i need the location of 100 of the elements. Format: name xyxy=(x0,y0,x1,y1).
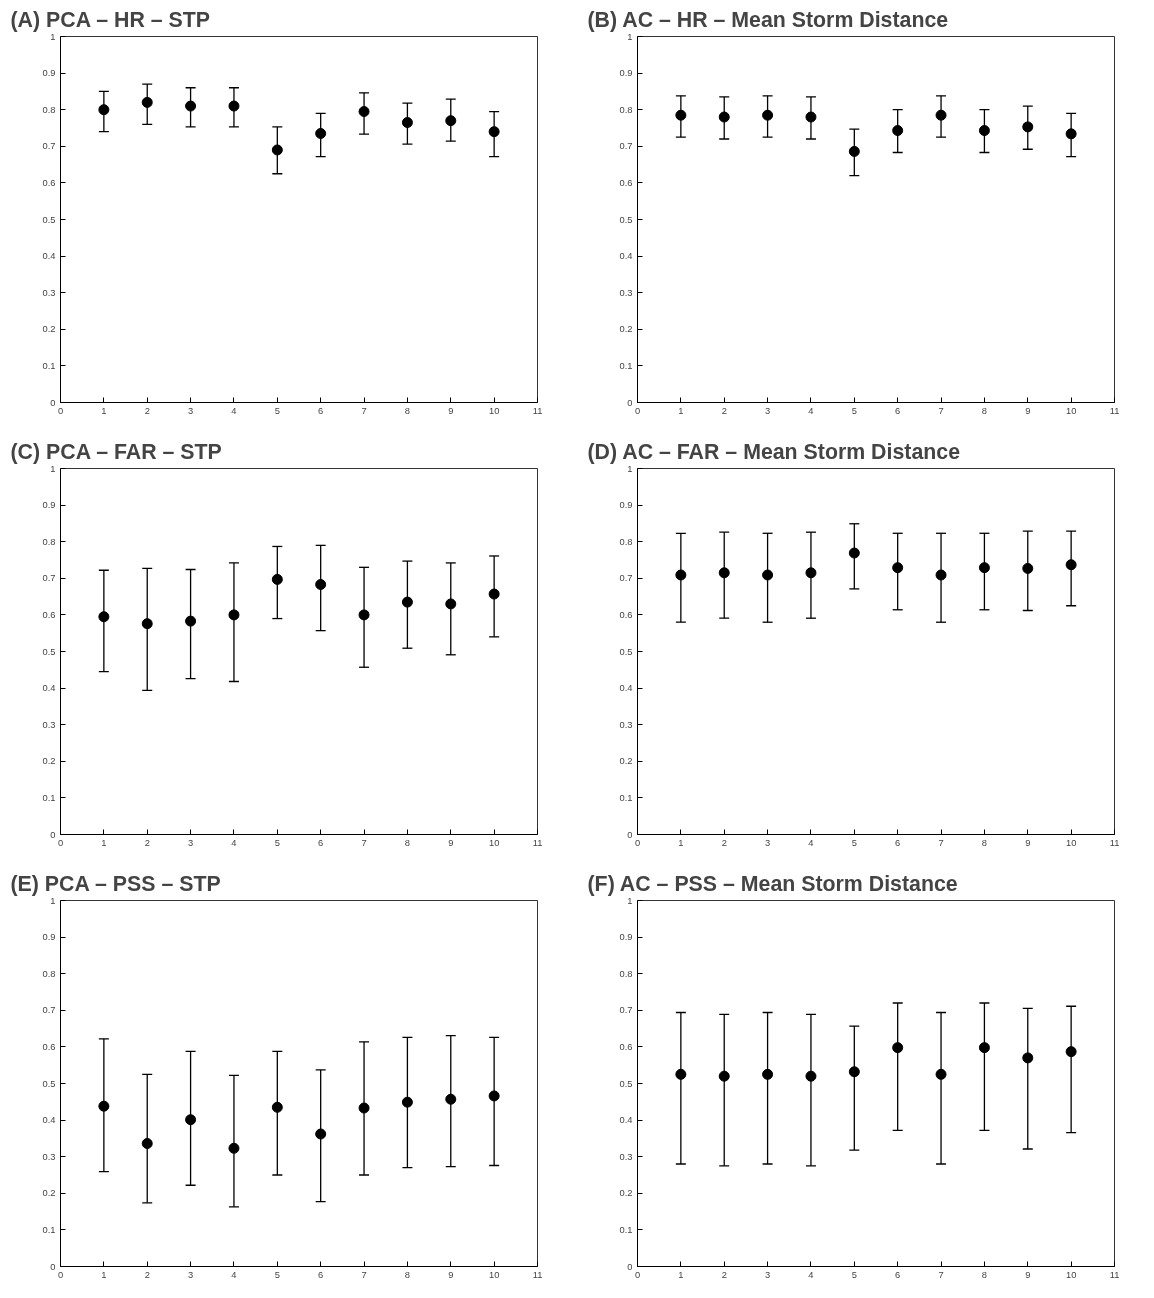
y-tick-label: 0.1 xyxy=(619,360,633,371)
chart-title: (D) AC – FAR – Mean Storm Distance xyxy=(587,439,961,464)
x-tick-label: 3 xyxy=(765,1269,771,1280)
x-tick-label: 0 xyxy=(57,405,64,416)
y-tick-label: 1 xyxy=(50,463,56,474)
y-tick-label: 0.7 xyxy=(619,141,633,152)
x-tick-label: 9 xyxy=(448,405,454,416)
x-tick-label: 9 xyxy=(1025,405,1031,416)
y-tick-label: 0.3 xyxy=(619,1151,633,1162)
y-tick-label: 0.7 xyxy=(42,1005,56,1016)
y-tick-label: 0.5 xyxy=(42,646,56,657)
y-tick-label: 0.2 xyxy=(42,324,56,335)
x-tick-label: 3 xyxy=(188,405,194,416)
x-tick-label: 11 xyxy=(532,1269,543,1280)
y-tick-label: 0 xyxy=(50,397,56,408)
chart-title: (C) PCA – FAR – STP xyxy=(10,439,222,464)
y-tick-label: 1 xyxy=(627,31,633,42)
y-tick-label: 0.3 xyxy=(42,719,56,730)
y-tick-label: 0.9 xyxy=(619,932,633,943)
x-tick-label: 2 xyxy=(144,405,150,416)
y-tick-label: 0.9 xyxy=(619,500,633,511)
x-tick-label: 6 xyxy=(895,837,901,848)
y-tick-label: 1 xyxy=(50,31,56,42)
y-tick-label: 0.6 xyxy=(42,609,56,620)
x-tick-label: 8 xyxy=(404,405,411,416)
y-tick-label: 0.1 xyxy=(42,1224,56,1235)
y-tick-label: 0.8 xyxy=(619,536,633,547)
y-tick-label: 0.3 xyxy=(42,287,56,298)
chart-title: (F) AC – PSS – Mean Storm Distance xyxy=(587,871,958,896)
x-tick-label: 11 xyxy=(532,405,543,416)
x-tick-label: 6 xyxy=(318,1269,324,1280)
y-tick-label: 0.4 xyxy=(619,251,633,262)
x-tick-label: 7 xyxy=(361,1269,367,1280)
x-tick-label: 6 xyxy=(895,405,901,416)
chart-title: (A) PCA – HR – STP xyxy=(10,7,210,32)
x-tick-label: 8 xyxy=(981,1269,988,1280)
x-tick-label: 1 xyxy=(678,405,684,416)
y-tick-label: 0.7 xyxy=(619,1005,633,1016)
y-tick-label: 0.7 xyxy=(619,573,633,584)
y-tick-label: 0.7 xyxy=(42,573,56,584)
y-tick-label: 1 xyxy=(50,895,56,906)
y-tick-label: 0.1 xyxy=(42,360,56,371)
x-tick-label: 7 xyxy=(361,405,367,416)
x-tick-label: 8 xyxy=(404,1269,411,1280)
x-tick-label: 11 xyxy=(1109,405,1120,416)
y-tick-label: 0.4 xyxy=(42,251,56,262)
x-tick-label: 6 xyxy=(318,837,324,848)
y-tick-label: 0.1 xyxy=(619,792,633,803)
y-tick-label: 0 xyxy=(50,1261,56,1272)
x-tick-label: 9 xyxy=(448,837,454,848)
x-tick-label: 5 xyxy=(274,405,280,416)
y-tick-label: 0.9 xyxy=(42,68,56,79)
y-tick-label: 0.7 xyxy=(42,141,56,152)
x-tick-label: 8 xyxy=(404,837,411,848)
x-tick-label: 4 xyxy=(231,405,237,416)
y-tick-label: 0.1 xyxy=(42,792,56,803)
x-tick-label: 5 xyxy=(851,837,857,848)
x-tick-label: 9 xyxy=(448,1269,454,1280)
x-tick-label: 7 xyxy=(938,405,944,416)
y-tick-label: 0 xyxy=(627,1261,633,1272)
x-tick-label: 2 xyxy=(721,837,727,848)
x-tick-label: 11 xyxy=(1109,837,1120,848)
chart-title: (E) PCA – PSS – STP xyxy=(10,871,221,896)
x-tick-label: 3 xyxy=(188,837,194,848)
x-tick-label: 4 xyxy=(808,405,814,416)
x-tick-label: 4 xyxy=(231,1269,237,1280)
x-tick-label: 10 xyxy=(1065,837,1077,848)
x-tick-label: 10 xyxy=(488,405,500,416)
y-tick-label: 0.4 xyxy=(42,1115,56,1126)
x-tick-label: 10 xyxy=(1065,1269,1077,1280)
y-tick-label: 0.5 xyxy=(619,1078,633,1089)
y-tick-label: 0.2 xyxy=(42,1188,56,1199)
x-tick-label: 1 xyxy=(678,837,684,848)
x-tick-label: 11 xyxy=(1109,1269,1120,1280)
y-tick-label: 0.1 xyxy=(619,1224,633,1235)
x-tick-label: 0 xyxy=(634,405,641,416)
y-tick-label: 0.3 xyxy=(42,1151,56,1162)
x-tick-label: 0 xyxy=(57,1269,64,1280)
y-tick-label: 0.8 xyxy=(42,968,56,979)
x-tick-label: 5 xyxy=(851,1269,857,1280)
x-tick-label: 1 xyxy=(678,1269,684,1280)
y-tick-label: 0.2 xyxy=(619,756,633,767)
y-tick-label: 0 xyxy=(627,397,633,408)
y-tick-label: 0.8 xyxy=(42,104,56,115)
y-tick-label: 0.5 xyxy=(42,214,56,225)
x-tick-label: 2 xyxy=(721,405,727,416)
x-tick-label: 0 xyxy=(634,837,641,848)
x-tick-label: 1 xyxy=(101,1269,107,1280)
y-tick-label: 0.4 xyxy=(619,1115,633,1126)
x-tick-label: 9 xyxy=(1025,1269,1031,1280)
y-tick-label: 0.3 xyxy=(619,287,633,298)
y-tick-label: 0.8 xyxy=(619,968,633,979)
x-tick-label: 10 xyxy=(1065,405,1077,416)
y-tick-label: 0.9 xyxy=(42,500,56,511)
x-tick-label: 6 xyxy=(895,1269,901,1280)
y-tick-label: 0.4 xyxy=(42,683,56,694)
y-tick-label: 0 xyxy=(50,829,56,840)
x-tick-label: 8 xyxy=(981,837,988,848)
y-tick-label: 0 xyxy=(627,829,633,840)
x-tick-label: 2 xyxy=(144,837,150,848)
